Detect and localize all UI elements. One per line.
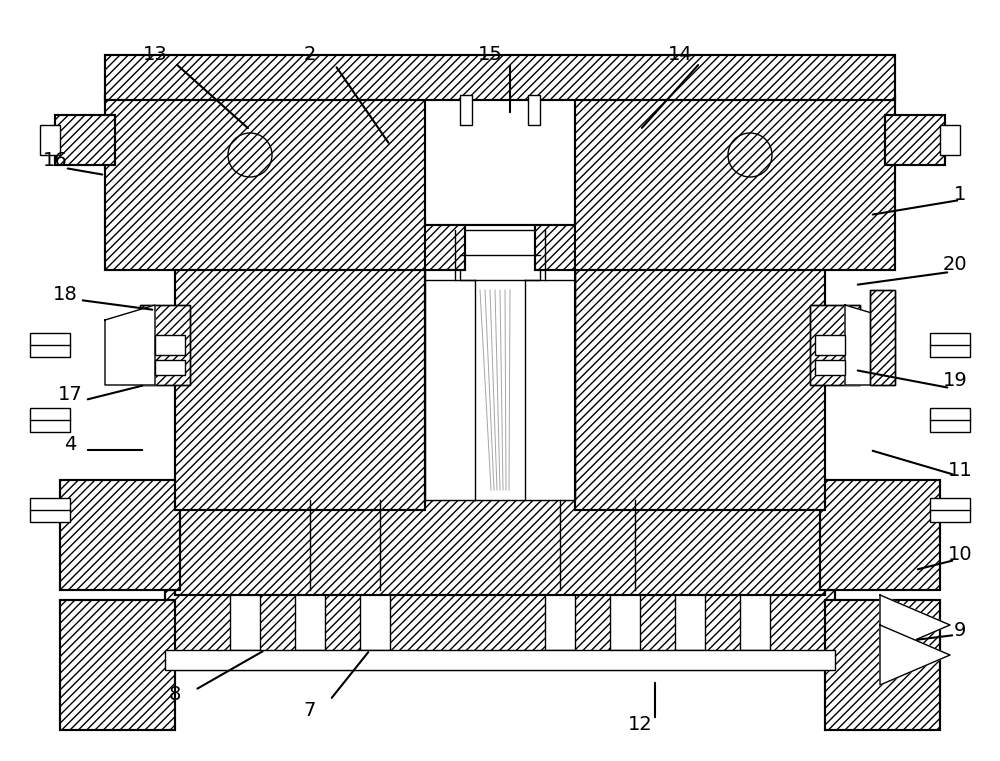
- Bar: [810, 305, 860, 385]
- Bar: [30, 333, 70, 357]
- Bar: [930, 498, 970, 522]
- Bar: [155, 360, 185, 375]
- Text: 8: 8: [169, 686, 181, 705]
- Text: 19: 19: [943, 371, 967, 390]
- Bar: [155, 335, 185, 355]
- Bar: [105, 95, 465, 270]
- Text: 17: 17: [58, 386, 82, 405]
- Bar: [165, 650, 835, 670]
- Bar: [140, 305, 190, 385]
- Bar: [535, 95, 895, 270]
- Bar: [60, 480, 180, 590]
- Bar: [810, 305, 860, 385]
- Bar: [175, 260, 425, 510]
- Bar: [60, 600, 175, 730]
- Bar: [425, 95, 575, 225]
- Bar: [870, 290, 895, 385]
- Bar: [105, 55, 895, 100]
- Bar: [230, 590, 260, 650]
- Bar: [105, 95, 465, 270]
- Bar: [528, 95, 540, 125]
- Bar: [825, 600, 940, 730]
- Text: 7: 7: [304, 700, 316, 719]
- Bar: [55, 115, 115, 165]
- Bar: [55, 115, 115, 165]
- Bar: [140, 305, 190, 385]
- Bar: [295, 590, 325, 650]
- Text: 12: 12: [628, 715, 652, 734]
- Text: 20: 20: [943, 256, 967, 275]
- Text: 11: 11: [948, 460, 972, 479]
- Bar: [885, 115, 945, 165]
- Bar: [930, 408, 970, 432]
- Bar: [575, 260, 825, 510]
- Bar: [815, 335, 845, 355]
- Bar: [930, 333, 970, 357]
- Bar: [165, 590, 835, 670]
- Bar: [610, 590, 640, 650]
- Text: 16: 16: [43, 151, 67, 170]
- Text: 1: 1: [954, 186, 966, 205]
- Bar: [460, 230, 540, 280]
- Bar: [360, 590, 390, 650]
- Text: 15: 15: [478, 46, 502, 65]
- Text: 9: 9: [954, 620, 966, 639]
- Bar: [175, 260, 425, 510]
- Bar: [30, 498, 70, 522]
- Bar: [825, 600, 940, 730]
- Polygon shape: [105, 305, 155, 385]
- Text: 2: 2: [304, 46, 316, 65]
- Text: 14: 14: [668, 46, 692, 65]
- Text: 4: 4: [64, 435, 76, 454]
- Bar: [940, 125, 960, 155]
- Bar: [60, 600, 175, 730]
- Bar: [165, 590, 835, 670]
- Bar: [30, 408, 70, 432]
- Bar: [815, 360, 845, 375]
- Bar: [425, 220, 575, 500]
- Polygon shape: [880, 595, 950, 655]
- Bar: [460, 95, 472, 125]
- Text: 13: 13: [143, 46, 167, 65]
- Bar: [60, 480, 180, 590]
- Polygon shape: [845, 305, 895, 385]
- Bar: [820, 480, 940, 590]
- Bar: [740, 590, 770, 650]
- Bar: [175, 500, 825, 595]
- Bar: [175, 500, 825, 595]
- Bar: [870, 290, 895, 385]
- Polygon shape: [880, 625, 950, 685]
- Bar: [545, 590, 575, 650]
- Bar: [575, 260, 825, 510]
- Bar: [425, 95, 575, 225]
- Bar: [105, 55, 895, 100]
- Text: 18: 18: [53, 285, 77, 304]
- Bar: [40, 125, 60, 155]
- Bar: [535, 95, 895, 270]
- Bar: [885, 115, 945, 165]
- Text: 10: 10: [948, 546, 972, 565]
- Bar: [675, 590, 705, 650]
- Bar: [820, 480, 940, 590]
